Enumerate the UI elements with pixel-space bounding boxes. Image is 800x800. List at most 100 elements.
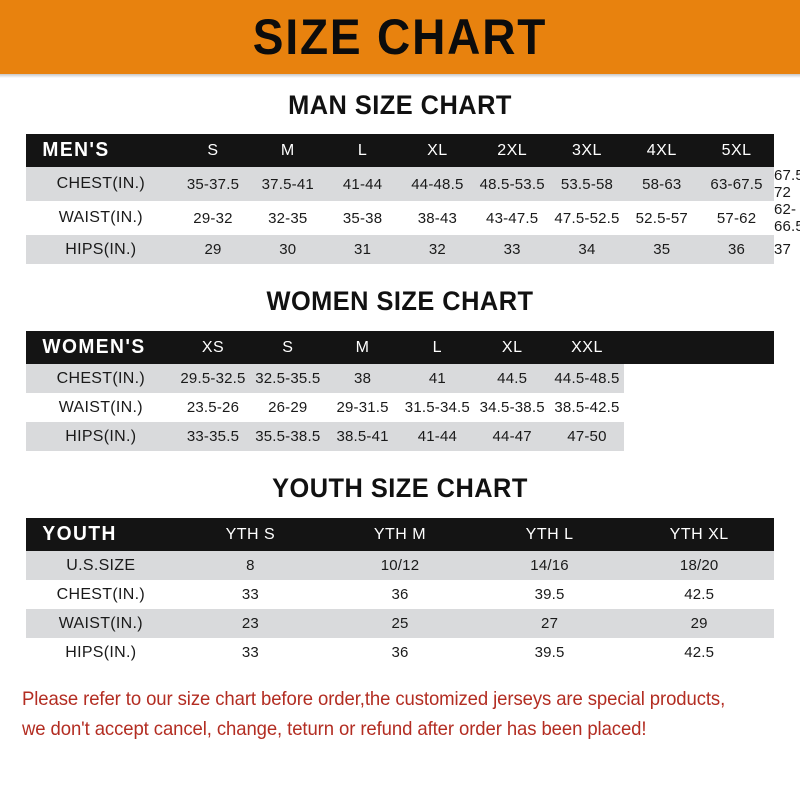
table-row: CHEST(IN.) 35-37.5 37.5-41 41-44 44-48.5 48.5… bbox=[26, 167, 800, 201]
table-row: HIPS(IN.) 33 36 39.5 42.5 bbox=[26, 638, 774, 667]
row-label: CHEST(IN.) bbox=[56, 175, 145, 192]
man-size-table: MEN'S S M L XL 2XL 3XL 4XL 5XL 6XL CHEST(IN.) 35-37… bbox=[26, 134, 800, 264]
table-cell: 52.5-57 bbox=[635, 209, 688, 227]
table-cell: 42.5 bbox=[684, 644, 715, 661]
table-cell: 33 bbox=[241, 644, 259, 661]
table-cell: 34.5-38.5 bbox=[479, 399, 545, 416]
column-header-xxl: XXL bbox=[571, 338, 603, 356]
table-cell: 41-44 bbox=[342, 175, 383, 193]
table-cell: 44.5 bbox=[497, 370, 528, 387]
column-header-s: S bbox=[282, 338, 294, 356]
column-header-yth-m: YTH M bbox=[373, 525, 427, 543]
table-row: CHEST(IN.) 33 36 39.5 42.5 bbox=[26, 580, 774, 609]
table-cell: 35 bbox=[653, 241, 671, 258]
table-cell: 33-35.5 bbox=[186, 428, 240, 445]
column-header-3xl: 3XL bbox=[571, 141, 602, 159]
row-label: CHEST(IN.) bbox=[56, 369, 145, 387]
page-header-banner: SIZE CHART bbox=[0, 0, 800, 78]
table-cell: 32 bbox=[428, 241, 446, 258]
table-cell: 35.5-38.5 bbox=[255, 428, 321, 445]
table-cell: 36 bbox=[391, 586, 409, 603]
women-size-table-container: WOMEN'S XS S M L XL XXL CHEST(IN.) 29.5-32.5 32.5… bbox=[26, 331, 774, 451]
man-size-table-container: MEN'S S M L XL 2XL 3XL 4XL 5XL 6XL CHEST(IN.) 35-37… bbox=[26, 134, 800, 264]
table-cell: 18/20 bbox=[679, 557, 719, 574]
table-cell: 38 bbox=[354, 370, 372, 387]
table-cell: 39.5 bbox=[534, 586, 565, 603]
table-cell: 47-50 bbox=[567, 428, 607, 445]
table-cell: 63-67.5 bbox=[710, 175, 763, 193]
row-filler-cell bbox=[624, 393, 774, 422]
table-header-row: MEN'S S M L XL 2XL 3XL 4XL 5XL 6XL bbox=[26, 134, 800, 167]
banner-shadow bbox=[0, 74, 800, 78]
row-label: CHEST(IN.) bbox=[56, 585, 145, 603]
order-policy-note: Please refer to our size chart before or… bbox=[22, 685, 740, 744]
section-title-women: WOMEN SIZE CHART bbox=[266, 286, 534, 316]
table-cell: 44.5-48.5 bbox=[554, 370, 620, 387]
table-cell: 33 bbox=[241, 586, 259, 603]
table-cell: 47.5-52.5 bbox=[554, 209, 620, 227]
table-row: WAIST(IN.) 23.5-26 26-29 29-31.5 31.5-34.5 34… bbox=[26, 393, 774, 422]
women-size-table: WOMEN'S XS S M L XL XXL CHEST(IN.) 29.5-32.5 32.5… bbox=[26, 331, 774, 451]
column-header-m: M bbox=[280, 141, 295, 159]
column-header-yth-l: YTH L bbox=[525, 525, 574, 543]
table-cell: 58-63 bbox=[642, 175, 682, 193]
table-header-row: YOUTH YTH S YTH M YTH L YTH XL bbox=[26, 518, 774, 551]
column-header-s: S bbox=[207, 141, 219, 159]
table-cell: 25 bbox=[391, 615, 409, 632]
column-header-4xl: 4XL bbox=[646, 141, 677, 159]
table-cell: 48.5-53.5 bbox=[479, 175, 545, 193]
table-cell: 26-29 bbox=[268, 399, 308, 416]
row-label: HIPS(IN.) bbox=[65, 427, 137, 445]
row-label: HIPS(IN.) bbox=[65, 240, 137, 258]
table-row: U.S.SIZE 8 10/12 14/16 18/20 bbox=[26, 551, 774, 580]
column-header-5xl: 5XL bbox=[721, 141, 752, 159]
table-corner-label: MEN'S bbox=[42, 139, 110, 161]
table-cell: 27 bbox=[541, 615, 559, 632]
column-header-l: L bbox=[357, 141, 368, 159]
column-header-l: L bbox=[432, 338, 443, 356]
table-cell: 41 bbox=[428, 370, 446, 387]
table-cell: 42.5 bbox=[684, 586, 715, 603]
table-cell: 23 bbox=[241, 615, 259, 632]
table-cell: 39.5 bbox=[534, 644, 565, 661]
table-cell: 8 bbox=[246, 557, 255, 574]
table-cell: 44-48.5 bbox=[411, 175, 464, 193]
row-label: U.S.SIZE bbox=[66, 556, 136, 574]
table-cell: 37.5-41 bbox=[261, 175, 314, 193]
row-label: WAIST(IN.) bbox=[58, 209, 143, 226]
table-cell: 30 bbox=[279, 241, 297, 258]
table-corner-label: WOMEN'S bbox=[42, 336, 146, 358]
table-cell: 38.5-41 bbox=[336, 428, 389, 445]
row-filler-cell bbox=[624, 364, 774, 393]
table-row: HIPS(IN.) 29 30 31 32 33 34 35 36 37 bbox=[26, 235, 791, 264]
row-label: WAIST(IN.) bbox=[58, 614, 143, 632]
table-cell: 32.5-35.5 bbox=[255, 370, 321, 387]
table-corner-label: YOUTH bbox=[42, 523, 117, 545]
youth-size-table: YOUTH YTH S YTH M YTH L YTH XL U.S.SIZE 8 10/12… bbox=[26, 518, 774, 667]
column-header-xl: XL bbox=[501, 338, 523, 356]
header-filler-cell bbox=[624, 331, 774, 364]
table-cell: 29-31.5 bbox=[336, 399, 389, 416]
table-row: WAIST(IN.) 29-32 32-35 35-38 38-43 43-47.5 47.… bbox=[26, 201, 800, 235]
column-header-yth-s: YTH S bbox=[225, 525, 276, 543]
table-cell: 36 bbox=[391, 644, 409, 661]
table-cell: 31 bbox=[354, 241, 372, 258]
row-label: HIPS(IN.) bbox=[65, 643, 137, 661]
table-row: WAIST(IN.) 23 25 27 29 bbox=[26, 609, 774, 638]
table-cell: 29.5-32.5 bbox=[180, 370, 246, 387]
table-cell: 38.5-42.5 bbox=[554, 399, 620, 416]
column-header-yth-xl: YTH XL bbox=[669, 525, 729, 543]
table-cell: 31.5-34.5 bbox=[404, 399, 470, 416]
table-cell: 29 bbox=[690, 615, 708, 632]
table-cell: 44-47 bbox=[492, 428, 532, 445]
table-cell: 10/12 bbox=[380, 557, 420, 574]
column-header-2xl: 2XL bbox=[497, 141, 528, 159]
row-label: WAIST(IN.) bbox=[58, 398, 143, 416]
table-cell: 29 bbox=[204, 241, 222, 258]
column-header-xs: XS bbox=[201, 338, 225, 356]
order-policy-note-line-1: Please refer to our size chart before or… bbox=[22, 688, 726, 710]
table-cell: 23.5-26 bbox=[186, 399, 240, 416]
section-title-youth: YOUTH SIZE CHART bbox=[272, 473, 528, 503]
table-row: HIPS(IN.) 33-35.5 35.5-38.5 38.5-41 41-44 44-… bbox=[26, 422, 774, 451]
order-policy-note-line-2: we don't accept cancel, change, teturn o… bbox=[22, 717, 647, 740]
